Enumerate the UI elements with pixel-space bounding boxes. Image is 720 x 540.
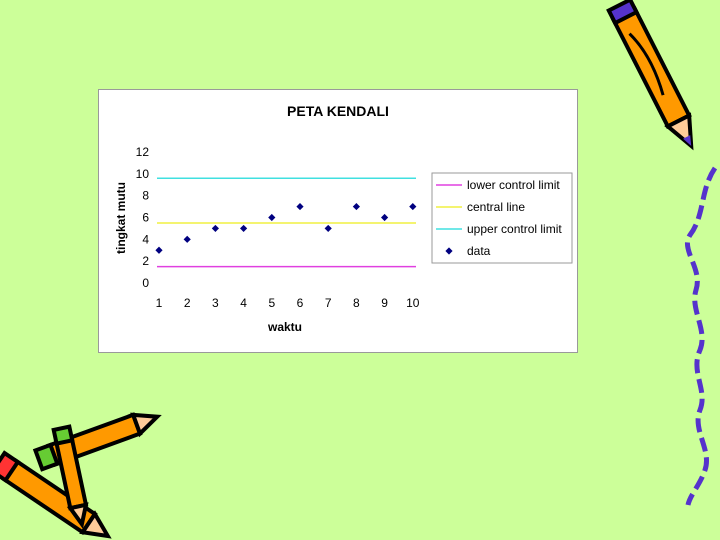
x-tick-label: 6 [297,296,304,310]
legend-label: lower control limit [467,178,560,192]
y-tick-label: 8 [142,189,149,203]
x-axis-label: waktu [267,320,302,334]
y-tick-label: 10 [136,167,150,181]
y-tick-label: 0 [142,276,149,290]
x-tick-label: 10 [406,296,420,310]
legend-label: upper control limit [467,222,562,236]
legend-label: central line [467,200,525,214]
chart-panel: PETA KENDALI tingkat mutu waktu 0 2 4 6 8 10 12 1 2… [98,89,578,353]
y-tick-label: 4 [142,232,149,246]
data-point [155,246,163,254]
data-point [268,213,276,222]
x-tick-label: 7 [325,296,332,310]
x-tick-label: 9 [381,296,388,310]
legend-box [431,172,573,264]
x-tick-label: 4 [240,296,247,310]
data-point [409,202,417,211]
data-point [183,235,191,243]
data-point [240,224,248,233]
y-tick-label: 12 [136,145,150,159]
y-tick-label: 2 [142,254,149,268]
data-point [324,224,332,233]
y-tick-label: 6 [142,211,149,225]
data-point [352,202,360,211]
x-tick-label: 5 [268,296,275,310]
x-tick-label: 1 [156,296,163,310]
chart-title: PETA KENDALI [287,103,389,119]
data-point [211,224,219,233]
x-tick-label: 3 [212,296,219,310]
y-axis-label: tingkat mutu [114,182,128,254]
legend-swatch [445,247,453,255]
data-point [381,213,389,222]
x-tick-label: 8 [353,296,360,310]
data-point [296,202,304,211]
legend-label: data [467,244,491,258]
x-tick-label: 2 [184,296,191,310]
